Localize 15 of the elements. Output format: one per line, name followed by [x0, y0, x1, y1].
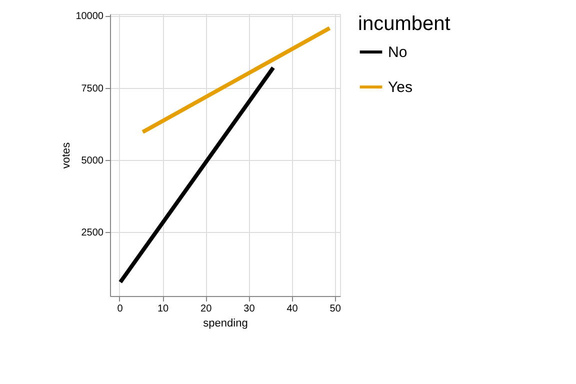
y-tick-label: 7500	[81, 83, 104, 94]
legend-label: Yes	[388, 79, 412, 96]
x-tick-label: 10	[157, 304, 170, 314]
x-tick-label: 0	[117, 304, 124, 314]
y-tick-label: 10000	[76, 11, 104, 22]
legend-label: No	[388, 44, 408, 61]
legend-title: incumbent	[358, 13, 451, 35]
x-tick-label: 40	[286, 304, 298, 314]
y-tick-label: 2500	[81, 228, 104, 239]
y-tick-label: 5000	[81, 156, 104, 167]
x-tick-label: 20	[200, 304, 212, 314]
x-tick-label: 30	[244, 304, 256, 314]
x-tick-label: 50	[330, 304, 342, 314]
y-axis-title: votes	[60, 142, 73, 169]
x-axis-title: spending	[203, 318, 248, 330]
